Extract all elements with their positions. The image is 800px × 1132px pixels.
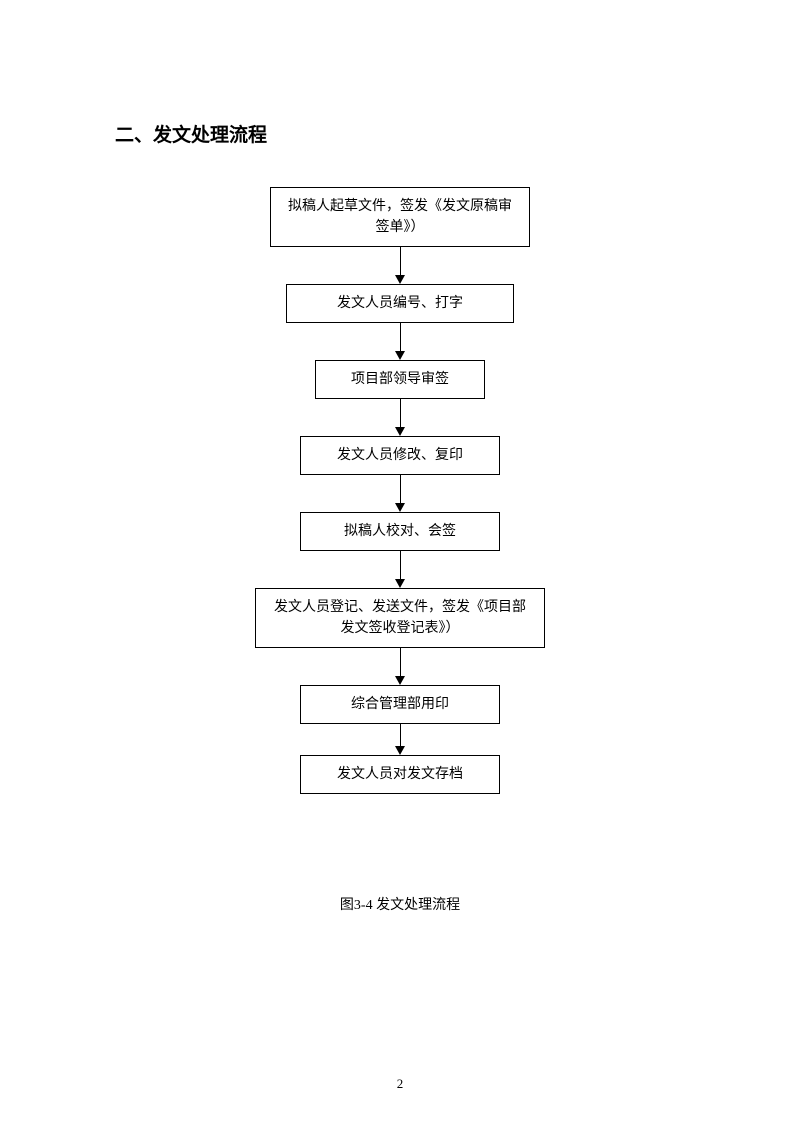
flowchart-arrow <box>395 724 405 755</box>
flowchart-node: 综合管理部用印 <box>300 685 500 724</box>
flowchart-node: 拟稿人起草文件，签发《发文原稿审签单》） <box>270 187 530 247</box>
page-number: 2 <box>0 1076 800 1092</box>
flowchart-arrow <box>395 247 405 284</box>
figure-caption: 图3-4 发文处理流程 <box>115 894 685 914</box>
flowchart-arrow <box>395 551 405 588</box>
flowchart-node: 项目部领导审签 <box>315 360 485 399</box>
flowchart-node: 发文人员登记、发送文件，签发《项目部发文签收登记表》） <box>255 588 545 648</box>
section-title: 二、发文处理流程 <box>115 120 685 147</box>
flowchart-node: 拟稿人校对、会签 <box>300 512 500 551</box>
flowchart-arrow <box>395 475 405 512</box>
flowchart-node: 发文人员修改、复印 <box>300 436 500 475</box>
flowchart-arrow <box>395 648 405 685</box>
flowchart-container: 拟稿人起草文件，签发《发文原稿审签单》）发文人员编号、打字项目部领导审签发文人员… <box>115 187 685 794</box>
flowchart-arrow <box>395 399 405 436</box>
flowchart-node: 发文人员编号、打字 <box>286 284 514 323</box>
flowchart-node: 发文人员对发文存档 <box>300 755 500 794</box>
flowchart-arrow <box>395 323 405 360</box>
